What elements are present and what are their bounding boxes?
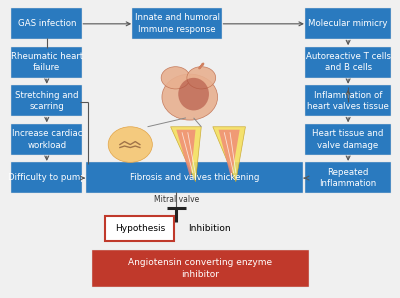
Text: Autoreactive T cells
and B cells: Autoreactive T cells and B cells — [306, 52, 391, 72]
FancyBboxPatch shape — [11, 47, 82, 78]
Polygon shape — [176, 130, 196, 179]
Polygon shape — [170, 127, 201, 181]
Text: Hypothesis: Hypothesis — [115, 224, 165, 233]
FancyBboxPatch shape — [11, 85, 82, 117]
Ellipse shape — [108, 127, 152, 162]
Text: Fibrosis and valves thickening: Fibrosis and valves thickening — [130, 173, 259, 182]
FancyBboxPatch shape — [305, 47, 391, 78]
FancyBboxPatch shape — [305, 162, 391, 193]
Ellipse shape — [178, 78, 209, 111]
FancyBboxPatch shape — [132, 8, 222, 39]
FancyBboxPatch shape — [92, 250, 309, 287]
Text: Rheumatic heart
failure: Rheumatic heart failure — [11, 52, 83, 72]
FancyBboxPatch shape — [11, 8, 82, 39]
Text: Mitral valve: Mitral valve — [154, 195, 199, 204]
Ellipse shape — [161, 67, 190, 89]
Ellipse shape — [162, 74, 218, 120]
Text: GAS infection: GAS infection — [18, 19, 76, 28]
FancyArrowPatch shape — [199, 63, 203, 68]
Text: Inhibition: Inhibition — [188, 224, 230, 233]
Text: Angiotensin converting enzyme
inhibitor: Angiotensin converting enzyme inhibitor — [128, 258, 272, 279]
FancyBboxPatch shape — [305, 8, 391, 39]
FancyBboxPatch shape — [105, 216, 174, 241]
Text: Innate and humoral
Immune response: Innate and humoral Immune response — [135, 13, 220, 34]
Polygon shape — [218, 130, 240, 179]
Text: Stretching and
scarring: Stretching and scarring — [15, 91, 78, 111]
Text: Difficulty to pump: Difficulty to pump — [8, 173, 86, 182]
Text: Heart tissue and
valve damage: Heart tissue and valve damage — [312, 129, 384, 150]
Text: Increase cardiac
workload: Increase cardiac workload — [12, 129, 82, 150]
FancyBboxPatch shape — [11, 124, 82, 155]
Ellipse shape — [187, 67, 216, 89]
FancyBboxPatch shape — [86, 162, 303, 193]
Text: Inflammation of
heart valves tissue: Inflammation of heart valves tissue — [307, 91, 389, 111]
FancyBboxPatch shape — [11, 162, 82, 193]
FancyBboxPatch shape — [305, 85, 391, 117]
Polygon shape — [213, 127, 246, 181]
Text: Repeated
Inflammation: Repeated Inflammation — [320, 168, 377, 188]
FancyBboxPatch shape — [305, 124, 391, 155]
Text: Molecular mimicry: Molecular mimicry — [308, 19, 388, 28]
